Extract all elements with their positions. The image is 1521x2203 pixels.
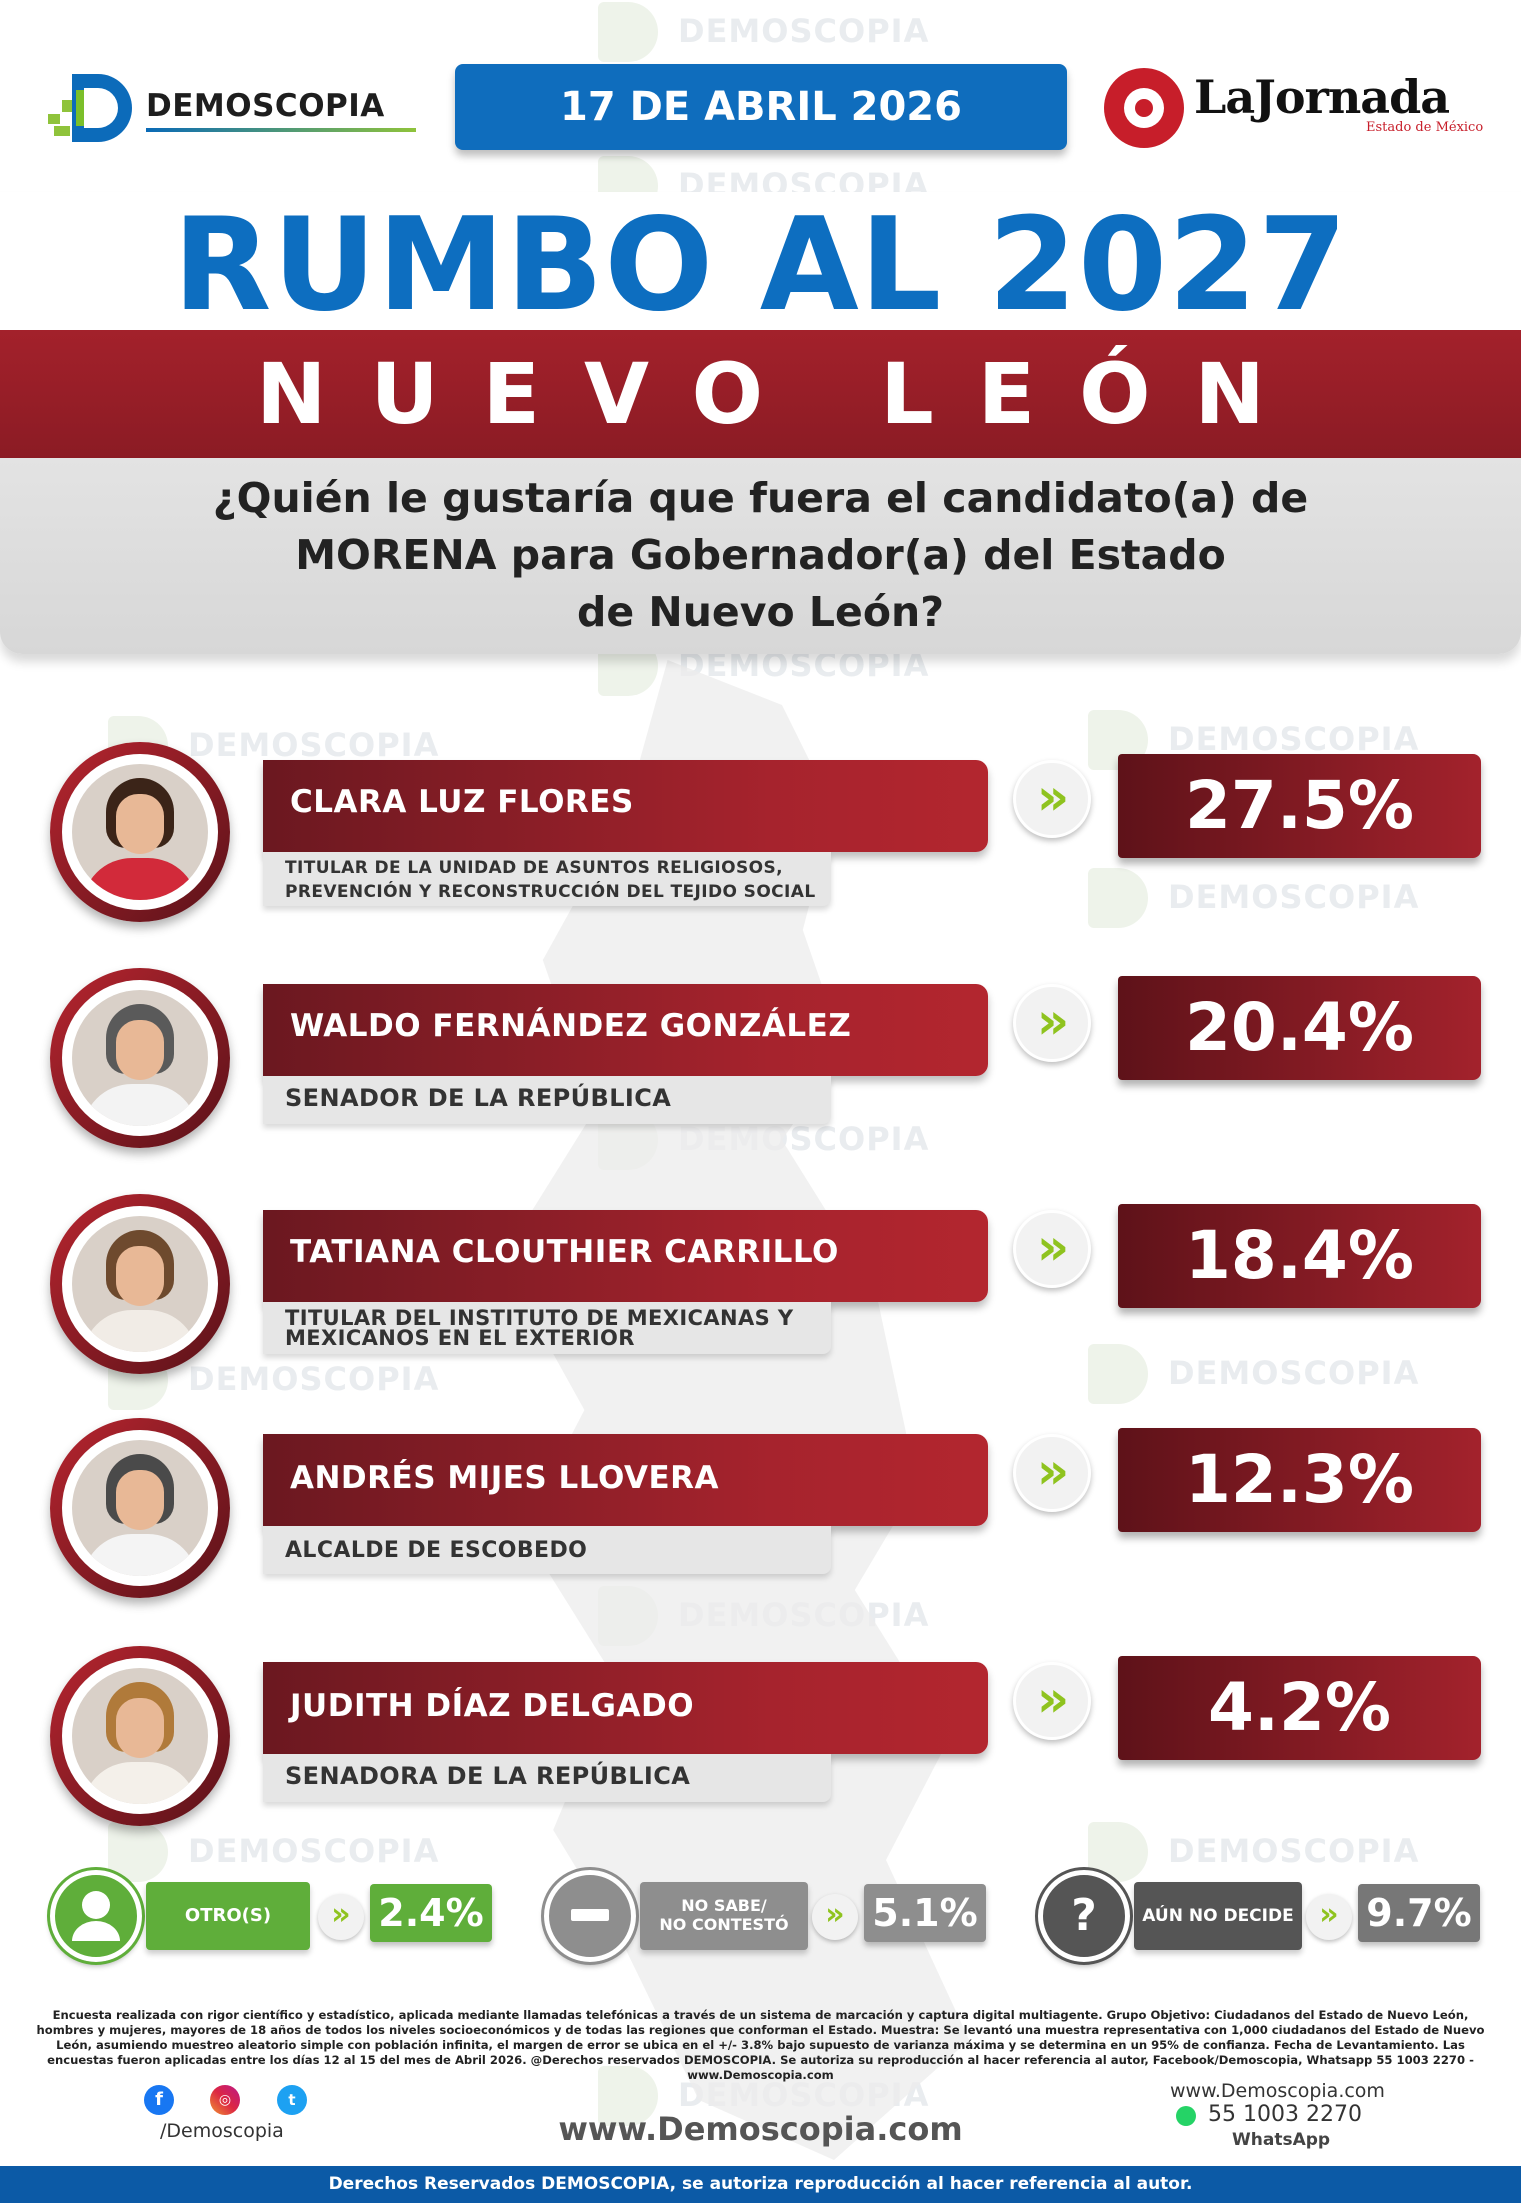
name-bar bbox=[263, 760, 988, 852]
candidate-photo bbox=[72, 764, 208, 900]
website-link[interactable]: www.Demoscopia.com bbox=[558, 2110, 963, 2148]
brand-underline bbox=[146, 128, 416, 132]
social-handle[interactable]: /Demoscopia bbox=[160, 2120, 284, 2142]
candidate-photo bbox=[72, 1668, 208, 1804]
watermark-text: DEMOSCOPIA bbox=[188, 1360, 440, 1398]
watermark-text: DEMOSCOPIA bbox=[188, 1832, 440, 1870]
survey-question: ¿Quién le gustaría que fuera el candidat… bbox=[120, 470, 1401, 641]
summary-value: 9.7% bbox=[1358, 1884, 1480, 1942]
chevron-right-icon: » bbox=[812, 1894, 858, 1940]
candidate-photo bbox=[72, 990, 208, 1126]
watermark-text: DEMOSCOPIA bbox=[678, 12, 930, 50]
region-band bbox=[0, 330, 1521, 458]
role-bar bbox=[263, 1754, 831, 1802]
watermark-logo-icon bbox=[598, 2066, 658, 2126]
question-line: ¿Quién le gustaría que fuera el candidat… bbox=[212, 474, 1309, 522]
chevron-right-icon: » bbox=[1013, 1434, 1091, 1512]
question-line: MORENA para Gobernador(a) del Estado bbox=[295, 531, 1226, 579]
person-icon bbox=[47, 1867, 145, 1965]
watermark-logo-icon bbox=[1088, 868, 1148, 928]
summary-value: 5.1% bbox=[864, 1884, 986, 1942]
role-bar bbox=[263, 852, 831, 906]
question-line: de Nuevo León? bbox=[577, 588, 944, 636]
candidate-photo-frame bbox=[50, 1646, 230, 1826]
watermark-text: DEMOSCOPIA bbox=[1168, 1354, 1420, 1392]
role-line: MEXICANOS EN EL EXTERIOR bbox=[285, 1326, 635, 1350]
rights-bar: Derechos Reservados DEMOSCOPIA, se autor… bbox=[0, 2166, 1521, 2203]
chevron-right-icon: » bbox=[318, 1894, 364, 1940]
question-box bbox=[0, 458, 1521, 654]
candidate-photo-frame bbox=[50, 1194, 230, 1374]
watermark-text: DEMOSCOPIA bbox=[1168, 720, 1420, 758]
percentage-value: 27.5% bbox=[1118, 754, 1481, 858]
candidate-photo-frame bbox=[50, 742, 230, 922]
partner-subtitle: Estado de México bbox=[1366, 120, 1484, 135]
instagram-icon[interactable]: ◎ bbox=[210, 2085, 240, 2115]
minus-icon bbox=[541, 1867, 639, 1965]
chevron-right-icon: » bbox=[1013, 1662, 1091, 1740]
candidate-name: TATIANA CLOUTHIER CARRILLO bbox=[290, 1234, 839, 1270]
candidate-role: SENADOR DE LA REPÚBLICA bbox=[285, 1084, 672, 1112]
percentage-value: 12.3% bbox=[1118, 1428, 1481, 1532]
candidate-photo bbox=[72, 1216, 208, 1352]
question-icon: ? bbox=[1035, 1867, 1133, 1965]
chevron-right-icon: » bbox=[1306, 1894, 1352, 1940]
facebook-icon[interactable]: f bbox=[144, 2085, 174, 2115]
percentage-value: 20.4% bbox=[1118, 976, 1481, 1080]
role-line: PREVENCIÓN Y RECONSTRUCCIÓN DEL TEJIDO S… bbox=[285, 882, 816, 902]
main-title: RUMBO AL 2027 bbox=[172, 191, 1349, 340]
name-bar bbox=[263, 1434, 988, 1526]
summary-label: AÚN NO DECIDE bbox=[1134, 1882, 1302, 1950]
region-title: NUEVO LEÓN bbox=[256, 345, 1309, 443]
role-bar bbox=[263, 1302, 831, 1354]
website-link-right[interactable]: www.Demoscopia.com bbox=[1170, 2080, 1385, 2102]
role-bar bbox=[263, 1526, 831, 1574]
summary-label: NO SABE/ NO CONTESTÓ bbox=[640, 1882, 808, 1950]
methodology-note: Encuesta realizada con rigor científico … bbox=[36, 2008, 1485, 2082]
summary-label: OTRO(S) bbox=[146, 1882, 310, 1950]
role-bar bbox=[263, 1076, 831, 1124]
watermark-logo-icon bbox=[598, 2, 658, 62]
candidate-name: JUDITH DÍAZ DELGADO bbox=[290, 1688, 695, 1724]
demoscopia-logo-icon bbox=[48, 74, 132, 142]
partner-title: LaJornada bbox=[1194, 70, 1450, 124]
watermark-logo-icon bbox=[108, 1822, 168, 1882]
candidate-photo-frame bbox=[50, 968, 230, 1148]
candidate-role: TITULAR DE LA UNIDAD DE ASUNTOS RELIGIOS… bbox=[285, 856, 816, 904]
name-bar bbox=[263, 984, 988, 1076]
candidate-photo-frame bbox=[50, 1418, 230, 1598]
watermark-text: DEMOSCOPIA bbox=[1168, 1832, 1420, 1870]
candidate-role: SENADORA DE LA REPÚBLICA bbox=[285, 1762, 691, 1790]
whatsapp-label: WhatsApp bbox=[1232, 2130, 1331, 2150]
percentage-value: 4.2% bbox=[1118, 1656, 1481, 1760]
whatsapp-icon bbox=[1176, 2106, 1196, 2126]
chevron-right-icon: » bbox=[1013, 1210, 1091, 1288]
candidate-name: CLARA LUZ FLORES bbox=[290, 784, 634, 820]
date-badge: 17 DE ABRIL 2026 bbox=[455, 64, 1067, 150]
name-bar bbox=[263, 1210, 988, 1302]
brand-name: DEMOSCOPIA bbox=[146, 88, 385, 124]
summary-value: 2.4% bbox=[370, 1884, 492, 1942]
candidate-name: ANDRÉS MIJES LLOVERA bbox=[290, 1460, 719, 1496]
role-line: TITULAR DE LA UNIDAD DE ASUNTOS RELIGIOS… bbox=[285, 858, 783, 878]
name-bar bbox=[263, 1662, 988, 1754]
candidate-photo bbox=[72, 1440, 208, 1576]
chevron-right-icon: » bbox=[1013, 760, 1091, 838]
la-jornada-sun-icon bbox=[1104, 68, 1184, 148]
title-background bbox=[0, 192, 1521, 332]
watermark-text: DEMOSCOPIA bbox=[188, 726, 440, 764]
candidate-role: ALCALDE DE ESCOBEDO bbox=[285, 1538, 588, 1563]
phone-number[interactable]: 55 1003 2270 bbox=[1208, 2102, 1362, 2127]
candidate-role: TITULAR DEL INSTITUTO DE MEXICANAS Y MEX… bbox=[285, 1306, 794, 1350]
watermark-text: DEMOSCOPIA bbox=[1168, 878, 1420, 916]
watermark-logo-icon bbox=[1088, 1344, 1148, 1404]
candidate-name: WALDO FERNÁNDEZ GONZÁLEZ bbox=[290, 1008, 852, 1044]
percentage-value: 18.4% bbox=[1118, 1204, 1481, 1308]
twitter-icon[interactable]: t bbox=[277, 2085, 307, 2115]
role-line: TITULAR DEL INSTITUTO DE MEXICANAS Y bbox=[285, 1306, 794, 1330]
chevron-right-icon: » bbox=[1013, 984, 1091, 1062]
